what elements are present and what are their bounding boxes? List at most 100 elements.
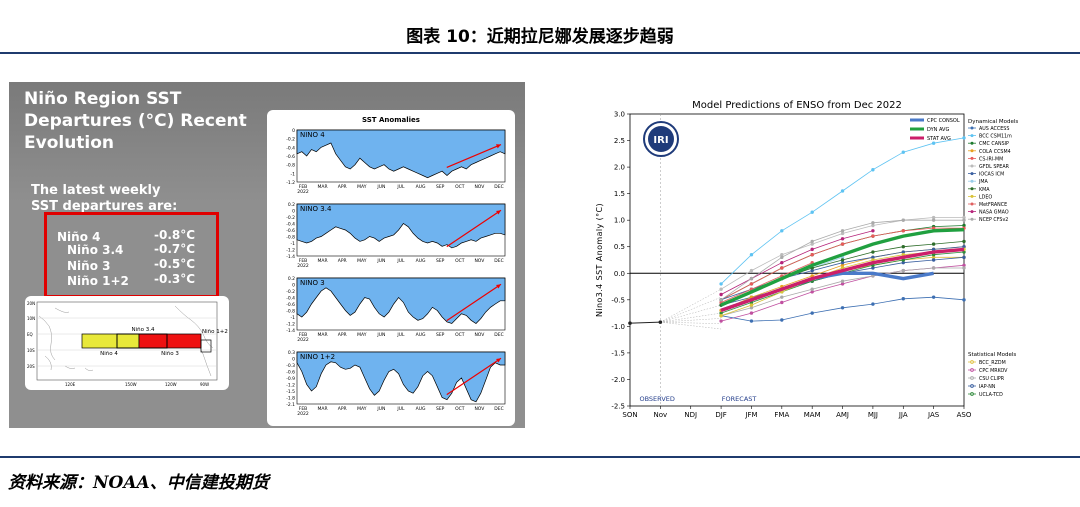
anomaly-month-label: SEP xyxy=(436,184,445,190)
trend-arrow-head xyxy=(496,284,501,289)
legend-marker xyxy=(970,156,974,160)
x-tick-label: AMJ xyxy=(836,411,849,419)
map-lat-label: 20S xyxy=(27,364,35,369)
map-lat-label: EQ xyxy=(27,332,33,337)
legend-label: IAP-NN xyxy=(979,384,996,390)
series-line-nasa-gmao xyxy=(720,230,874,295)
panel-subtitle-line-1: The latest weekly xyxy=(31,183,161,198)
legend-marker xyxy=(970,172,974,176)
legend-marker xyxy=(970,217,974,221)
anomaly-month-label: OCT xyxy=(455,406,465,412)
legend-label: NCEP CFSv2 xyxy=(979,217,1008,223)
observed-line xyxy=(629,321,661,324)
series-point xyxy=(901,150,905,154)
nino-sst-panel: Niño Region SST Departures (°C) Recent E… xyxy=(9,82,525,428)
anomaly-tick-label: -1 xyxy=(291,171,296,177)
y-tick-label: 3.0 xyxy=(614,111,625,119)
trend-arrow-head xyxy=(496,144,501,149)
series-point xyxy=(810,311,814,315)
anomaly-month-label: MAY xyxy=(357,332,367,338)
series-point xyxy=(871,229,875,233)
anomaly-area xyxy=(296,203,506,249)
series-point xyxy=(780,266,784,270)
legend-label: AUS ACCESS xyxy=(979,126,1009,132)
top-rule xyxy=(0,52,1080,54)
anomaly-month-label: NOV xyxy=(474,332,485,338)
anomaly-month-label: NOV xyxy=(474,184,485,190)
anomaly-month-label: APR xyxy=(338,258,347,264)
series-point xyxy=(840,306,845,310)
anomaly-tick-label: 0 xyxy=(292,209,295,215)
y-tick-label: -2.0 xyxy=(611,376,625,384)
series-point xyxy=(962,255,966,260)
y-tick-label: -1.5 xyxy=(611,349,625,357)
series-point xyxy=(931,295,936,299)
map-label-nino12: Niño 1+2 xyxy=(202,329,228,335)
anomaly-tick-label: -1 xyxy=(291,315,296,321)
panel-title-line-3: Evolution xyxy=(24,133,115,153)
anomaly-month-label: JUL xyxy=(396,258,405,264)
anomaly-tick-label: -0.9 xyxy=(286,376,295,382)
series-point xyxy=(871,234,875,238)
x-tick-label: SON xyxy=(622,411,637,419)
series-point xyxy=(749,303,754,307)
series-point xyxy=(871,168,875,172)
series-point xyxy=(749,319,754,323)
anomaly-tick-label: -0.2 xyxy=(286,289,295,295)
nino34-region xyxy=(116,333,168,349)
x-tick-label: MAM xyxy=(804,411,821,419)
panel-subtitle-line-2: SST departures are: xyxy=(31,199,178,214)
anomaly-panel-label: NINO 3.4 xyxy=(300,205,332,213)
anomaly-month-label: AUG xyxy=(416,258,426,264)
forecast-label: FORECAST xyxy=(722,395,757,403)
legend-label: LDEO xyxy=(979,194,992,200)
series-point xyxy=(719,292,723,297)
series-point xyxy=(840,229,845,233)
anomaly-month-label: NOV xyxy=(474,258,485,264)
legend-label: MetFRANCE xyxy=(979,202,1007,208)
panel-title-line-1: Niño Region SST xyxy=(24,89,182,109)
nino-map-svg: Niño 3.4 Niño 4 Niño 3 Niño 1+2 20N 10N … xyxy=(27,301,228,387)
enso-chart-svg: Model Predictions of ENSO from Dec 2022 3… xyxy=(595,100,1018,419)
y-tick-label: 2.0 xyxy=(614,164,625,172)
anomaly-tick-label: -0.8 xyxy=(286,163,295,169)
series-point xyxy=(719,314,723,318)
series-point xyxy=(810,287,814,291)
series-point xyxy=(901,250,905,254)
legend-label: COLA CCSM4 xyxy=(979,149,1011,155)
iri-logo-text: IRI xyxy=(653,135,668,146)
anomaly-tick-label: -0.4 xyxy=(286,222,295,228)
series-line-stat-avg xyxy=(720,247,965,313)
y-tick-label: 2.5 xyxy=(614,137,625,145)
series-point xyxy=(719,311,723,315)
departure-value: -0.3°C xyxy=(154,272,196,286)
series-point xyxy=(871,221,875,225)
observed-point xyxy=(658,320,663,324)
departure-region: Niño 1+2 xyxy=(67,274,129,288)
legend-marker xyxy=(970,187,974,191)
anomaly-tick-label: -2.1 xyxy=(286,402,295,408)
legend-marker xyxy=(970,134,974,138)
anomaly-area xyxy=(296,351,506,403)
anomaly-month-label: NOV xyxy=(474,406,485,412)
legend-label: BCC CSM11m xyxy=(979,134,1012,140)
trend-arrow-head xyxy=(496,210,501,215)
series-point xyxy=(780,300,784,305)
avg-legend-label: STAT AVG xyxy=(927,136,951,142)
anomaly-tick-label: -0.8 xyxy=(286,235,295,241)
anomaly-tick-label: 0.2 xyxy=(288,202,295,208)
series-point xyxy=(901,260,905,265)
observed-label: OBSERVED xyxy=(639,395,674,403)
anomaly-tick-label: -0.2 xyxy=(286,215,295,221)
legend-label: BCC_RZDM xyxy=(979,360,1006,366)
series-point xyxy=(931,218,936,222)
series-point xyxy=(840,258,845,262)
legend-marker xyxy=(970,164,974,168)
series-point xyxy=(840,231,845,236)
legend-label: KMA xyxy=(979,187,990,193)
series-point xyxy=(931,242,936,246)
legend-label: CMC CANSIP xyxy=(979,141,1009,147)
nino3-region xyxy=(138,333,202,349)
panel-title: Niño Region SST Departures (°C) Recent E… xyxy=(24,88,254,154)
series-point xyxy=(719,319,723,323)
